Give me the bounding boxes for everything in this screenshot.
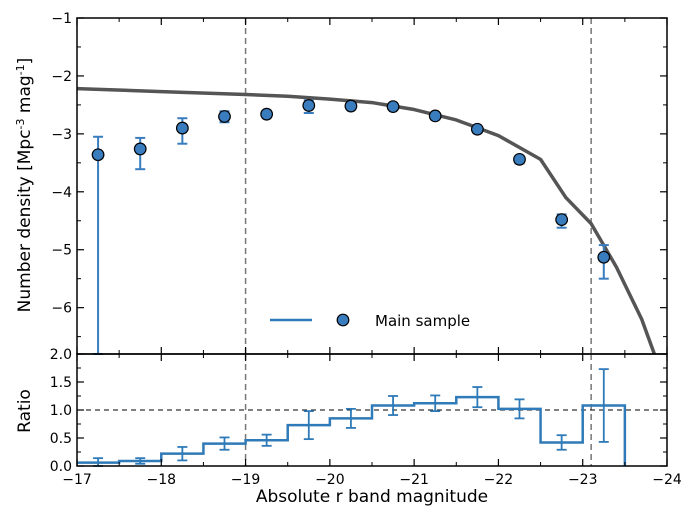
x-tick-label: −20 xyxy=(315,472,345,488)
y-tick-label: 0.5 xyxy=(50,431,72,447)
y-tick-label: −1 xyxy=(51,11,72,27)
top-frame xyxy=(76,17,668,355)
y-tick-label: −2 xyxy=(51,69,72,85)
legend-label: Main sample xyxy=(375,312,470,330)
y-tick-label: 1.5 xyxy=(50,375,72,391)
ratio-step-line xyxy=(77,395,627,466)
x-tick-label: −21 xyxy=(399,472,429,488)
data-point xyxy=(175,121,189,135)
data-point xyxy=(91,148,105,162)
x-tick-label: −17 xyxy=(62,472,92,488)
data-point xyxy=(344,99,358,113)
data-point xyxy=(133,142,147,156)
x-tick-label: −19 xyxy=(231,472,261,488)
data-point xyxy=(260,107,274,121)
data-point xyxy=(470,122,484,136)
y-tick-label: −3 xyxy=(51,127,72,143)
data-point xyxy=(555,213,569,227)
data-point xyxy=(218,110,231,123)
x-axis-label: Absolute r band magnitude xyxy=(256,487,488,507)
data-point xyxy=(428,109,442,123)
y-tick-label: 0.0 xyxy=(50,459,72,475)
y-tick-label: 2.0 xyxy=(50,347,72,363)
y-tick-label: −5 xyxy=(51,243,72,259)
data-point xyxy=(386,100,400,114)
y-tick-label: −4 xyxy=(51,185,72,201)
x-tick-label: −23 xyxy=(568,472,598,488)
data-point xyxy=(597,250,611,264)
legend-marker xyxy=(336,313,350,327)
x-tick-label: −24 xyxy=(652,472,681,488)
bottom-panel: 0.0 0.5 1.0 1.5 2.0 −17 −18 −19 −20 −21 −22 −23 −24 xyxy=(50,347,681,488)
x-tick-label: −22 xyxy=(484,472,514,488)
top-y-axis-label: Number density [Mpc-3 mag-1] xyxy=(14,58,36,313)
data-point xyxy=(513,152,526,166)
top-panel: −1 −2 −3 −4 −5 −6 xyxy=(51,11,668,355)
x-tick-label: −18 xyxy=(147,472,177,488)
bottom-y-axis-label: Ratio xyxy=(15,389,35,433)
data-point xyxy=(302,99,316,112)
y-tick-label: −6 xyxy=(51,301,72,317)
y-tick-label: 1.0 xyxy=(50,403,72,419)
